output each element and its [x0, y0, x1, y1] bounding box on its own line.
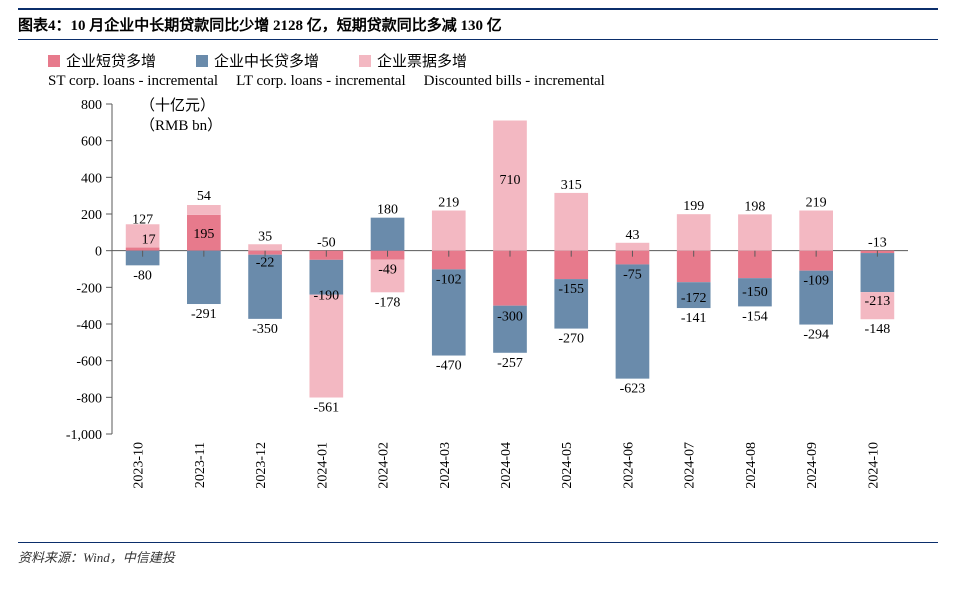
legend-label-bill: 企业票据多增 [377, 50, 467, 71]
legend-label-lt: 企业中长贷多增 [214, 50, 319, 71]
x-label: 2024-03 [438, 442, 453, 489]
chart: -1,000 -800 -600 -400 -200 0 200 400 600 800 （十亿元）… [28, 94, 928, 514]
footer-source: 资料来源：Wind，中信建投 [18, 542, 938, 566]
x-label: 2024-05 [560, 442, 575, 489]
bar-label: -623 [620, 382, 646, 397]
x-label: 2023-11 [193, 442, 208, 488]
bar-bill [432, 211, 466, 251]
svg-text:200: 200 [81, 208, 102, 223]
x-label: 2024-07 [683, 442, 698, 489]
bar-label: 315 [561, 178, 582, 193]
bar-label: 198 [744, 199, 765, 214]
x-label: 2024-01 [315, 442, 330, 489]
bar-label: -270 [558, 332, 584, 347]
bar-label: -49 [378, 263, 397, 278]
bar-label: -22 [256, 256, 275, 271]
x-label: 2024-06 [621, 442, 636, 489]
bar-label: -141 [681, 311, 707, 326]
bar-label: -109 [803, 274, 829, 289]
bar-label: -154 [742, 309, 768, 324]
svg-text:-200: -200 [76, 281, 102, 296]
bar-lt [371, 218, 405, 251]
bar-label: 180 [377, 203, 398, 218]
svg-text:-400: -400 [76, 318, 102, 333]
x-label: 2024-10 [866, 442, 881, 489]
x-label: 2023-12 [254, 442, 269, 489]
bar-st [126, 248, 160, 251]
bar-bill [677, 214, 711, 250]
bar-label: 199 [683, 199, 704, 214]
x-label: 2024-04 [499, 442, 514, 489]
bar-label: 710 [500, 173, 521, 188]
x-label: 2024-02 [377, 442, 392, 489]
bar-label: -300 [497, 310, 523, 325]
svg-text:600: 600 [81, 135, 102, 150]
svg-text:-600: -600 [76, 355, 102, 370]
bar-bill [738, 214, 772, 250]
bar-bill [799, 211, 833, 251]
bar-label: -148 [865, 322, 891, 337]
bar-st [493, 251, 527, 306]
legend-en: ST corp. loans - incremental LT corp. lo… [48, 73, 938, 90]
bar-label: -190 [313, 289, 339, 304]
bar-label: 219 [806, 196, 827, 211]
legend-item-bill: 企业票据多增 [359, 50, 467, 71]
legend: 企业短贷多增 企业中长贷多增 企业票据多增 [48, 50, 938, 71]
legend-en-st: ST corp. loans - incremental [48, 73, 218, 90]
svg-text:400: 400 [81, 171, 102, 186]
bar-label: -294 [803, 328, 829, 343]
x-label: 2024-08 [744, 442, 759, 489]
bar-label: -80 [133, 268, 152, 283]
bar-label: 35 [258, 229, 272, 244]
bar-bill [554, 193, 588, 251]
bar-bill [248, 244, 282, 250]
legend-label-st: 企业短贷多增 [66, 50, 156, 71]
chart-title: 图表4：10 月企业中长期贷款同比少增 2128 亿，短期贷款同比多减 130 … [18, 8, 938, 40]
bar-lt [861, 253, 895, 292]
legend-swatch-lt [196, 55, 208, 67]
bar-label: 219 [438, 196, 459, 211]
bar-bill [187, 205, 221, 215]
legend-swatch-st [48, 55, 60, 67]
bar-label: -155 [558, 282, 584, 297]
bar-label: 54 [197, 189, 211, 204]
bar-label: -291 [191, 307, 217, 322]
svg-text:（RMB bn）: （RMB bn） [140, 117, 222, 134]
x-label: 2023-10 [132, 442, 147, 489]
legend-en-bill: Discounted bills - incremental [424, 73, 605, 90]
bar-label: -213 [865, 294, 891, 309]
bar-label: -50 [317, 236, 336, 251]
bar-label: -13 [868, 236, 887, 251]
svg-text:800: 800 [81, 98, 102, 113]
svg-text:0: 0 [95, 245, 102, 260]
bar-bill [616, 243, 650, 251]
bar-bill [309, 295, 343, 398]
bar-label: -150 [742, 285, 768, 300]
bar-label: -102 [436, 272, 462, 287]
bar-lt [187, 251, 221, 304]
bar-label: 127 [132, 212, 153, 227]
bar-label: 43 [625, 228, 639, 243]
x-label: 2024-09 [805, 442, 820, 489]
bar-label: -75 [623, 267, 642, 282]
bar-label: 17 [142, 233, 156, 248]
svg-text:（十亿元）: （十亿元） [140, 97, 215, 114]
bar-label: -178 [375, 295, 401, 310]
legend-swatch-bill [359, 55, 371, 67]
bar-label: -470 [436, 359, 462, 374]
bar-label: -172 [681, 291, 707, 306]
chart-svg: -1,000 -800 -600 -400 -200 0 200 400 600 800 （十亿元）… [28, 94, 928, 514]
bar-label: -350 [252, 322, 278, 337]
bar-label: -257 [497, 356, 523, 371]
svg-text:-1,000: -1,000 [66, 428, 102, 443]
svg-text:-800: -800 [76, 391, 102, 406]
legend-item-lt: 企业中长贷多增 [196, 50, 319, 71]
legend-item-st: 企业短贷多增 [48, 50, 156, 71]
legend-en-lt: LT corp. loans - incremental [236, 73, 406, 90]
bar-label: 195 [193, 227, 214, 242]
bar-label: -561 [313, 401, 339, 416]
